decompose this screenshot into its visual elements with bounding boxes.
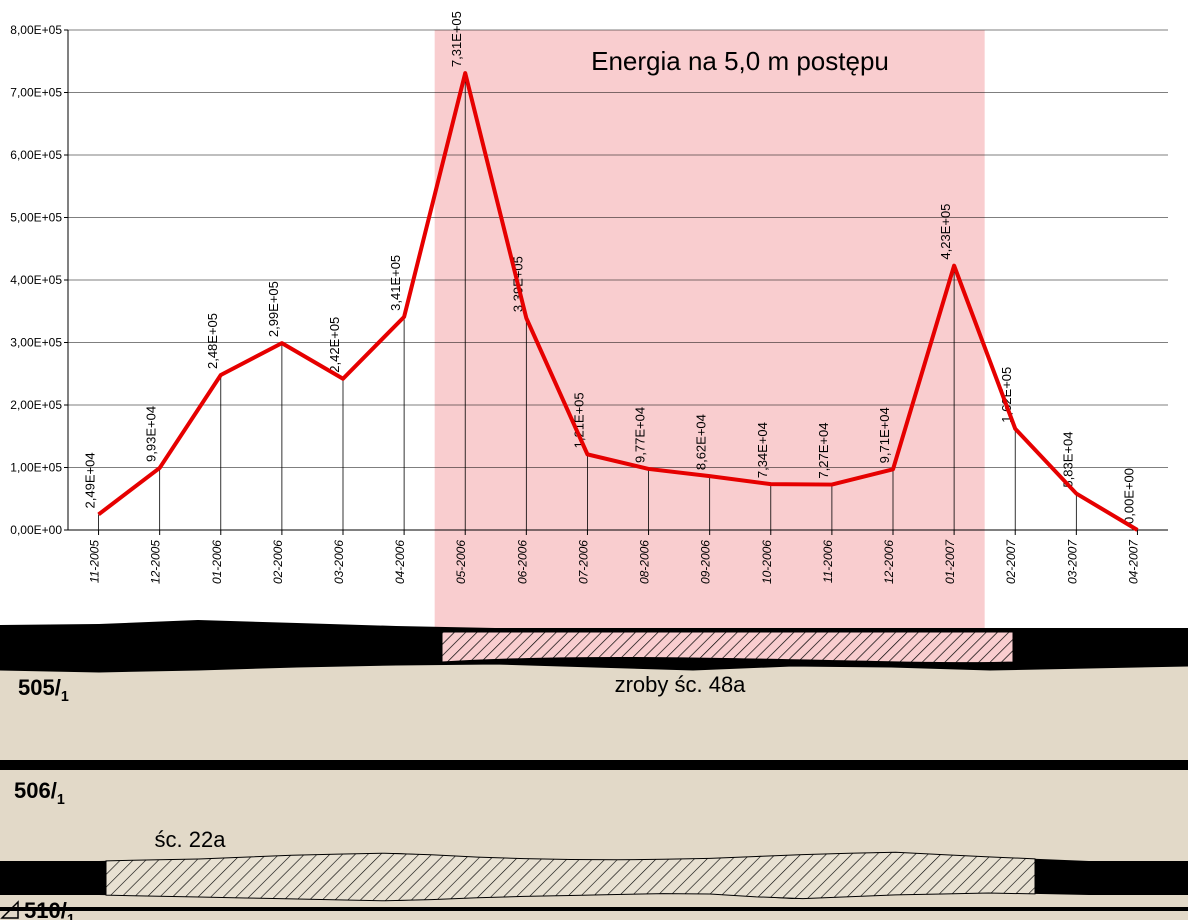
- y-tick-label: 5,00E+05: [10, 211, 62, 225]
- seam-506-divider: [0, 760, 1188, 770]
- sc22a-label: śc. 22a: [155, 827, 227, 852]
- data-label: 9,71E+04: [877, 407, 892, 463]
- x-tick-label: 09-2006: [699, 540, 713, 584]
- data-label: 2,99E+05: [266, 281, 281, 337]
- y-tick-label: 6,00E+05: [10, 148, 62, 162]
- data-label: 4,23E+05: [938, 204, 953, 260]
- x-tick-label: 07-2006: [576, 540, 590, 584]
- x-tick-label: 03-2007: [1065, 539, 1079, 584]
- x-tick-label: 01-2006: [210, 540, 224, 584]
- sc22a-hatch: [106, 852, 1035, 901]
- data-label: 7,27E+04: [816, 423, 831, 479]
- data-label: 7,34E+04: [755, 422, 770, 478]
- zroby-label: zroby śc. 48a: [615, 672, 747, 697]
- y-tick-label: 0,00E+00: [10, 523, 62, 537]
- x-tick-label: 11-2006: [821, 540, 835, 583]
- data-label: 2,42E+05: [327, 317, 342, 373]
- y-tick-label: 2,00E+05: [10, 398, 62, 412]
- y-tick-label: 1,00E+05: [10, 461, 62, 475]
- seam-510-line: [0, 907, 1188, 911]
- x-tick-label: 03-2006: [332, 540, 346, 584]
- data-label: 2,48E+05: [205, 313, 220, 369]
- x-tick-label: 04-2007: [1126, 539, 1140, 584]
- data-label: 8,62E+04: [694, 414, 709, 470]
- y-tick-label: 4,00E+05: [10, 273, 62, 287]
- x-tick-label: 12-2006: [882, 540, 896, 584]
- x-tick-label: 12-2005: [149, 540, 163, 584]
- x-tick-label: 05-2006: [454, 540, 468, 584]
- y-tick-label: 8,00E+05: [10, 23, 62, 37]
- data-label: 9,93E+04: [144, 406, 159, 462]
- data-label: 2,49E+04: [83, 452, 98, 508]
- y-tick-label: 7,00E+05: [10, 86, 62, 100]
- figure-svg: 0,00E+00 1,00E+05 2,00E+05 3,00E+05 4,00E+05…: [0, 0, 1188, 920]
- x-tick-label: 01-2007: [943, 539, 957, 584]
- zroby-48a-hatch: [442, 632, 1013, 663]
- x-tick-label: 04-2006: [393, 540, 407, 584]
- chart-title: Energia na 5,0 m postępu: [591, 46, 889, 76]
- x-tick-label: 10-2006: [760, 540, 774, 584]
- data-label: 9,77E+04: [633, 407, 648, 463]
- x-tick-label: 02-2006: [271, 540, 285, 584]
- figure-container: 0,00E+00 1,00E+05 2,00E+05 3,00E+05 4,00E+05…: [0, 0, 1188, 920]
- data-label: 0,00E+00: [1121, 468, 1136, 524]
- data-label: 3,41E+05: [388, 255, 403, 311]
- x-tick-label: 02-2007: [1004, 539, 1018, 584]
- x-tick-label: 08-2006: [638, 540, 652, 584]
- y-tick-label: 3,00E+05: [10, 336, 62, 350]
- x-tick-label: 06-2006: [515, 540, 529, 584]
- data-label: 7,31E+05: [449, 11, 464, 67]
- x-tick-label: 11-2005: [88, 540, 102, 583]
